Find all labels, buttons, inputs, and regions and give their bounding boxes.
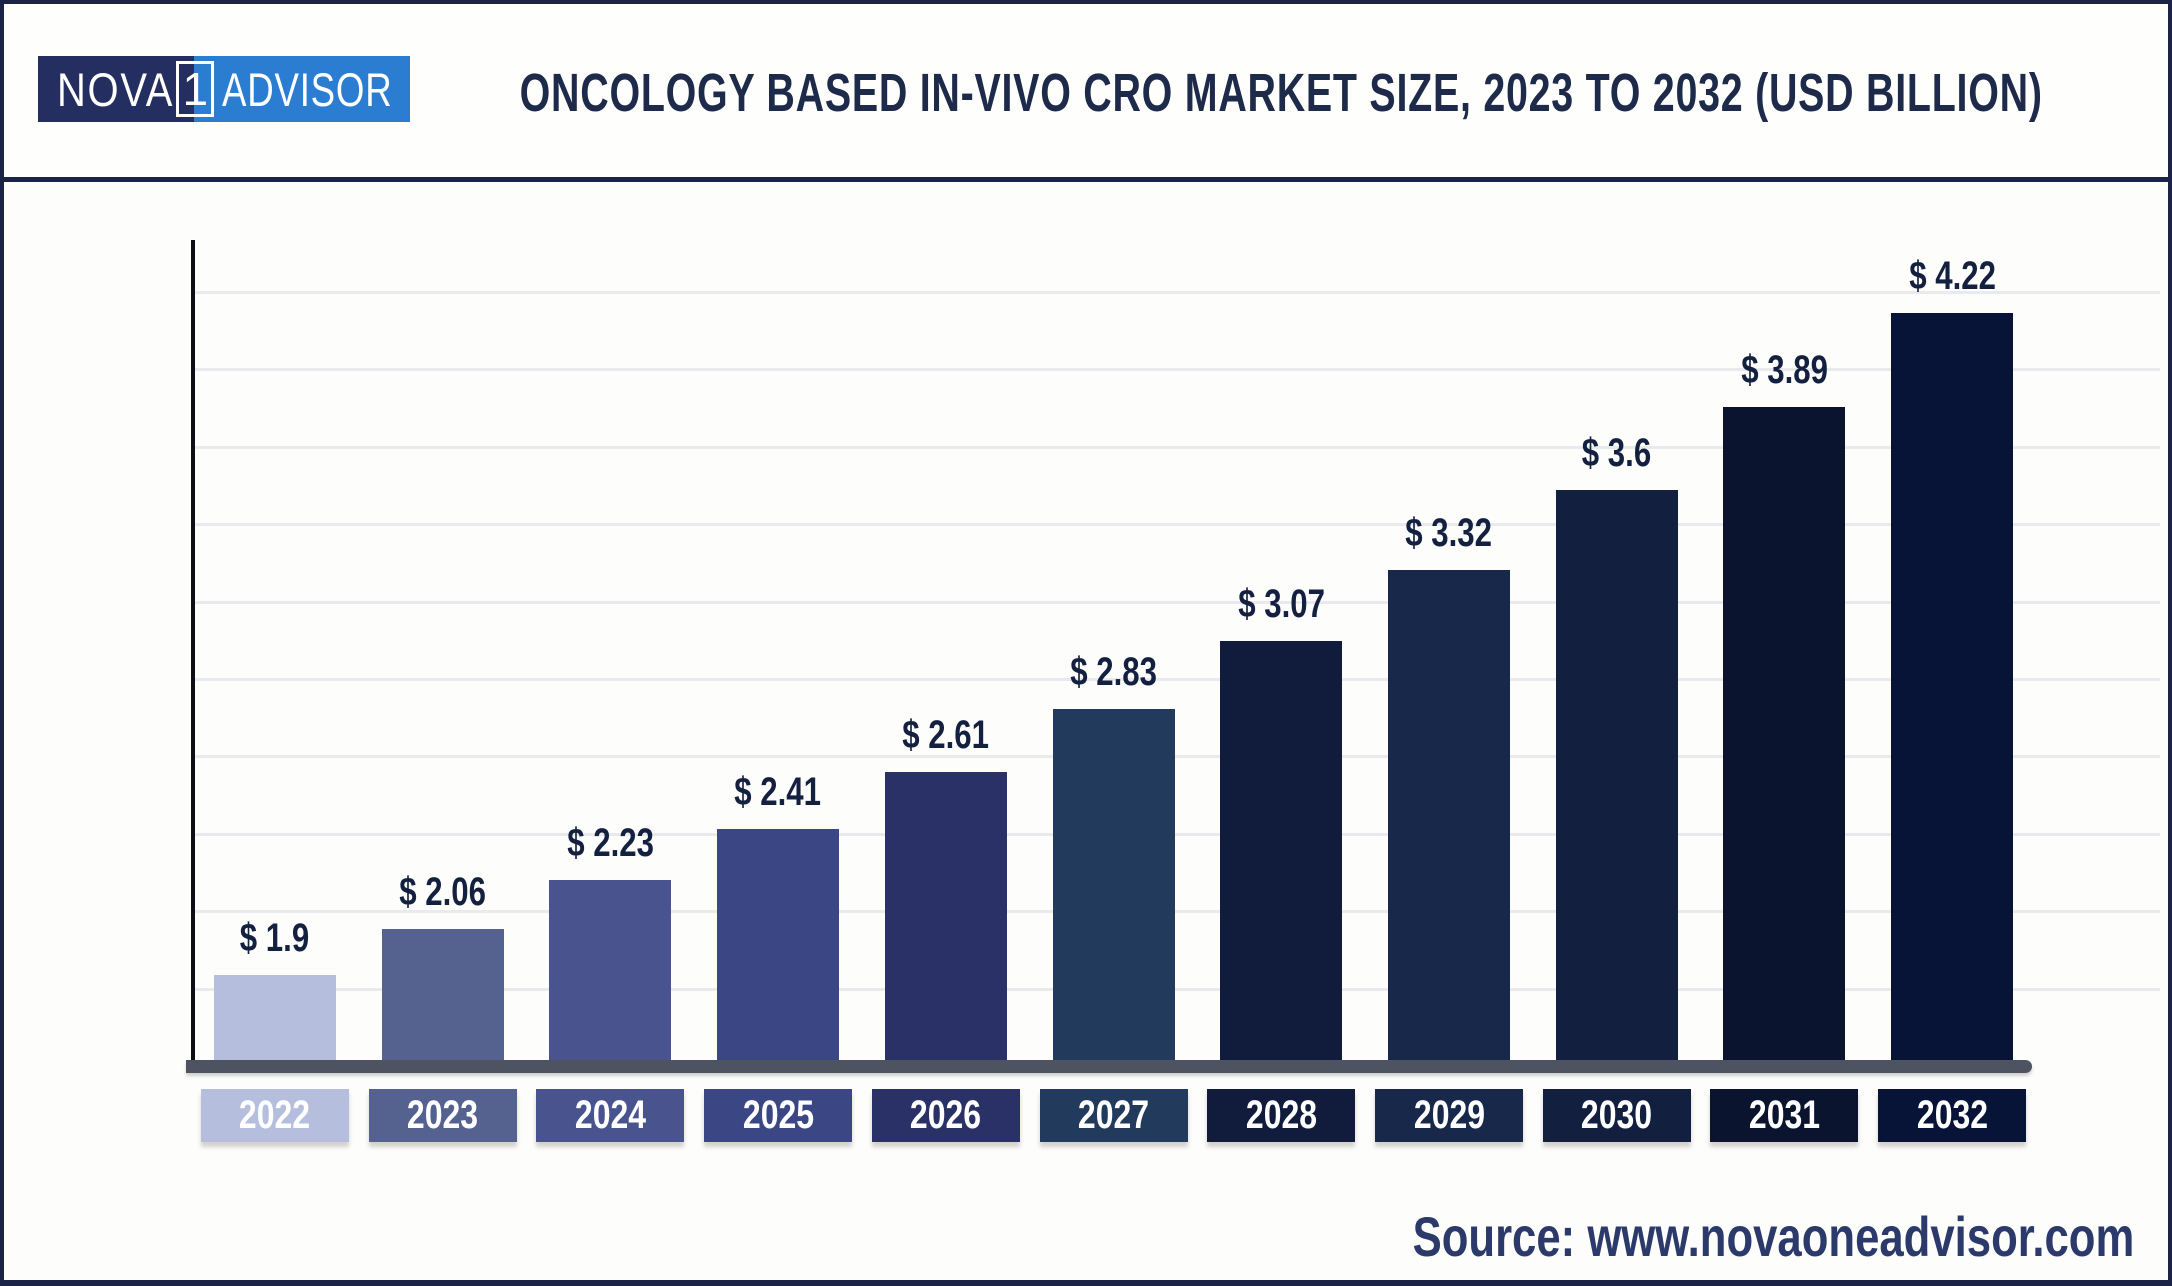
- bars-layer: $ 1.9 2022 $ 2.06 2023 $ 2.23 2024 $ 2.41 2025 $…: [191, 240, 2036, 1142]
- bar-value-label-2029: $ 3.32: [1335, 511, 1563, 556]
- bar-value-text: $ 1.9: [240, 916, 310, 960]
- year-text: 2032: [1916, 1093, 1988, 1137]
- x-axis-label-2026: 2026: [871, 1089, 1020, 1142]
- logo-text-one: 1: [182, 62, 209, 115]
- year-text: 2030: [1581, 1093, 1653, 1137]
- chart-column-2027: $ 2.83 2027: [1030, 240, 1198, 1142]
- bar-value-text: $ 2.83: [1070, 650, 1157, 694]
- bar-value-text: $ 2.06: [399, 870, 486, 914]
- gridline: [191, 755, 2160, 758]
- bar-2026: [884, 772, 1007, 1060]
- x-axis-baseline: [186, 1060, 2032, 1073]
- year-text: 2025: [742, 1093, 814, 1137]
- chart-column-2031: $ 3.89 2031: [1701, 240, 1869, 1142]
- chart-column-2022: $ 1.9 2022: [191, 240, 359, 1142]
- year-text: 2024: [574, 1093, 646, 1137]
- bar-value-text: $ 3.07: [1237, 582, 1325, 626]
- source-text: Source: www.novaoneadvisor.com: [1412, 1204, 2134, 1268]
- chart-column-2025: $ 2.41 2025: [694, 240, 862, 1142]
- chart-title: ONCOLOGY BASED IN-VIVO CRO MARKET SIZE, …: [519, 63, 2043, 123]
- bar-2022: [213, 975, 336, 1060]
- logo-one-badge: 1: [176, 60, 215, 118]
- bar-2029: [1388, 570, 1510, 1060]
- bar-2025: [717, 829, 840, 1060]
- logo-text-nova: NOVA: [56, 62, 174, 116]
- bar-value-label-2030: $ 3.6: [1503, 431, 1731, 476]
- bar-value-text: $ 2.23: [566, 821, 654, 865]
- bar-value-label-2025: $ 2.41: [664, 770, 892, 815]
- logo-blue-panel: [194, 56, 410, 122]
- bar-value-label-2031: $ 3.89: [1671, 348, 1899, 393]
- bar-value-text: $ 3.32: [1405, 511, 1493, 555]
- x-axis-label-2032: 2032: [1878, 1089, 2027, 1142]
- year-text: 2022: [239, 1093, 311, 1137]
- bar-value-label-2023: $ 2.06: [329, 870, 557, 915]
- year-text: 2027: [1077, 1093, 1150, 1137]
- gridline: [191, 446, 2160, 449]
- chart-column-2023: $ 2.06 2023: [359, 240, 527, 1142]
- chart-column-2032: $ 4.22 2032: [1868, 240, 2036, 1142]
- gridline: [191, 523, 2160, 526]
- gridline: [191, 291, 2160, 294]
- x-axis-label-2027: 2027: [1039, 1089, 1188, 1142]
- bar-value-text: $ 2.41: [734, 770, 822, 814]
- x-axis-label-2030: 2030: [1542, 1089, 1691, 1142]
- nova-one-advisor-logo: NOVA 1 ADVISOR: [38, 56, 410, 122]
- chart-column-2030: $ 3.6 2030: [1533, 240, 1701, 1142]
- gridline: [191, 988, 2160, 991]
- gridline: [191, 368, 2160, 371]
- year-text: 2031: [1748, 1093, 1821, 1137]
- year-text: 2029: [1413, 1093, 1485, 1137]
- bar-value-label-2026: $ 2.61: [832, 713, 1060, 758]
- gridline: [191, 910, 2160, 913]
- bar-2023: [381, 929, 504, 1060]
- x-axis-label-2031: 2031: [1710, 1089, 1859, 1142]
- bar-2031: [1723, 407, 1846, 1060]
- bar-value-label-2032: $ 4.22: [1838, 254, 2066, 299]
- x-axis-label-2028: 2028: [1207, 1089, 1356, 1142]
- bar-value-label-2022: $ 1.9: [161, 916, 389, 961]
- chart-column-2026: $ 2.61 2026: [862, 240, 1030, 1142]
- chart-column-2028: $ 3.07 2028: [1197, 240, 1365, 1142]
- footer: Source: www.novaoneadvisor.com: [1209, 1200, 2134, 1272]
- x-axis-label-2025: 2025: [704, 1089, 853, 1142]
- logo-dark-panel: [38, 56, 195, 122]
- chart-column-2024: $ 2.23 2024: [526, 240, 694, 1142]
- bar-value-text: $ 4.22: [1908, 254, 1996, 298]
- bar-2030: [1555, 490, 1678, 1060]
- bar-2024: [549, 880, 672, 1060]
- gridline: [191, 678, 2160, 681]
- year-text: 2023: [406, 1093, 479, 1137]
- header: NOVA 1 ADVISOR ONCOLOGY BASED IN-VIVO CR…: [4, 4, 2168, 182]
- bar-value-text: $ 3.6: [1582, 431, 1652, 475]
- gridline: [191, 601, 2160, 604]
- year-text: 2028: [1245, 1093, 1317, 1137]
- x-axis-label-2022: 2022: [200, 1089, 349, 1142]
- gridline: [191, 833, 2160, 836]
- title-area: ONCOLOGY BASED IN-VIVO CRO MARKET SIZE, …: [434, 4, 2128, 182]
- bar-value-label-2024: $ 2.23: [496, 821, 724, 866]
- bar-value-label-2027: $ 2.83: [1000, 650, 1228, 695]
- bar-value-text: $ 3.89: [1741, 348, 1828, 392]
- bar-value-label-2028: $ 3.07: [1167, 582, 1395, 627]
- x-axis-label-2024: 2024: [536, 1089, 685, 1142]
- bar-2032: [1891, 313, 2014, 1060]
- x-axis-label-2029: 2029: [1375, 1089, 1523, 1142]
- bar-2028: [1220, 641, 1343, 1060]
- y-axis-line: [191, 240, 195, 1072]
- bar-2027: [1052, 709, 1175, 1060]
- bar-value-text: $ 2.61: [902, 713, 990, 757]
- year-text: 2026: [910, 1093, 982, 1137]
- logo-text-advisor: ADVISOR: [221, 62, 393, 116]
- x-axis-label-2023: 2023: [368, 1089, 517, 1142]
- chart-column-2029: $ 3.32 2029: [1365, 240, 1533, 1142]
